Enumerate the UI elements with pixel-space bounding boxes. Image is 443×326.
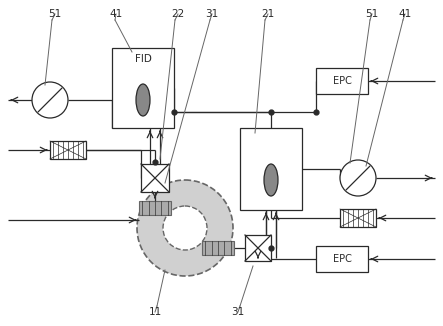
- Ellipse shape: [264, 164, 278, 196]
- Text: 31: 31: [231, 307, 245, 317]
- Circle shape: [137, 180, 233, 276]
- Bar: [240, 128, 302, 210]
- Text: EPC: EPC: [333, 254, 351, 264]
- Bar: [340, 209, 376, 227]
- Circle shape: [32, 82, 68, 118]
- Text: EPC: EPC: [333, 76, 351, 86]
- Text: 21: 21: [261, 9, 275, 19]
- Bar: [202, 241, 234, 255]
- Text: 31: 31: [206, 9, 219, 19]
- Bar: [316, 68, 368, 94]
- Circle shape: [340, 160, 376, 196]
- Text: FID: FID: [135, 54, 152, 64]
- Bar: [139, 201, 171, 215]
- Bar: [245, 235, 271, 261]
- Text: 41: 41: [398, 9, 412, 19]
- Circle shape: [163, 206, 207, 250]
- Text: 22: 22: [171, 9, 185, 19]
- Text: 51: 51: [365, 9, 379, 19]
- Text: 51: 51: [48, 9, 62, 19]
- Bar: [316, 246, 368, 272]
- Ellipse shape: [136, 84, 150, 116]
- Text: 11: 11: [148, 307, 162, 317]
- Bar: [141, 164, 169, 192]
- Text: 41: 41: [109, 9, 123, 19]
- Bar: [50, 141, 86, 159]
- Bar: [112, 48, 174, 128]
